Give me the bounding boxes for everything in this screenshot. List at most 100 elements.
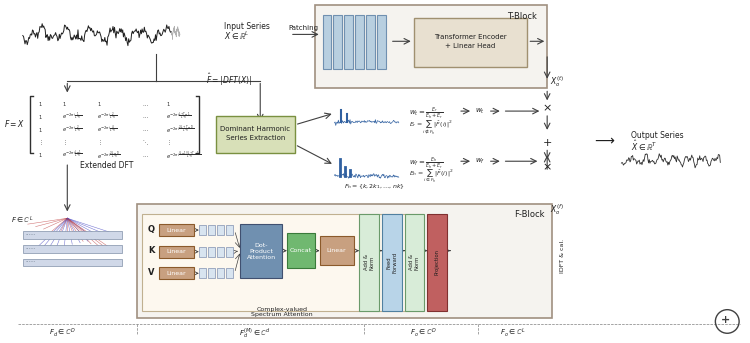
Bar: [382, 214, 402, 311]
Text: $1$: $1$: [38, 113, 43, 121]
Bar: [377, 15, 386, 69]
Text: $w_t = \frac{E_r}{E_h + E_r}$: $w_t = \frac{E_r}{E_h + E_r}$: [409, 105, 443, 121]
Text: $e^{-2\pi i\frac{2}{L+T}}$: $e^{-2\pi i\frac{2}{L+T}}$: [97, 111, 118, 123]
Text: $E_r = \sum_{i \notin F_h} |\hat{F}(i)|^2$: $E_r = \sum_{i \notin F_h} |\hat{F}(i)|^…: [409, 118, 452, 136]
Text: T-Block: T-Block: [508, 12, 537, 21]
Text: Linear: Linear: [166, 249, 186, 254]
Text: ......: ......: [26, 231, 36, 236]
Bar: [159, 224, 194, 236]
Text: $F \in \mathbb{C}^L$: $F \in \mathbb{C}^L$: [11, 214, 34, 226]
Text: $\vdots$: $\vdots$: [62, 138, 68, 147]
Text: $X_o^{(t)}$: $X_o^{(t)}$: [550, 74, 564, 89]
Text: $1$: $1$: [38, 126, 43, 134]
Text: Transformer Encoder: Transformer Encoder: [433, 34, 506, 40]
Text: $w_f = \frac{E_h}{E_h + E_r}$: $w_f = \frac{E_h}{E_h + E_r}$: [409, 155, 443, 171]
Text: Dot-: Dot-: [254, 243, 268, 248]
Bar: [334, 15, 342, 69]
Text: ......: ......: [26, 245, 36, 250]
Text: $F_d \in \mathbb{C}^D$: $F_d \in \mathbb{C}^D$: [49, 327, 76, 339]
Text: Dominant Harmonic: Dominant Harmonic: [220, 126, 290, 132]
Text: $e^{-2\pi i\frac{4}{L+T}}$: $e^{-2\pi i\frac{4}{L+T}}$: [97, 124, 118, 136]
Text: $\hat{F} = |DFT(X)|$: $\hat{F} = |DFT(X)|$: [206, 72, 252, 88]
Text: $X \in \mathbb{R}^L$: $X \in \mathbb{R}^L$: [224, 29, 249, 42]
Text: Extended DFT: Extended DFT: [80, 161, 134, 170]
Bar: [226, 268, 232, 278]
Text: $\cdots$: $\cdots$: [142, 115, 148, 119]
Text: $\times$: $\times$: [542, 103, 552, 113]
Text: $1$: $1$: [38, 100, 43, 108]
Bar: [217, 225, 223, 235]
Bar: [359, 214, 379, 311]
Bar: [208, 268, 214, 278]
Bar: [217, 247, 223, 257]
Text: Output Series: Output Series: [632, 131, 684, 140]
Text: $F_o \in \mathbb{C}^D$: $F_o \in \mathbb{C}^D$: [410, 327, 437, 339]
Text: $e^{-2\pi i\frac{2(L+T-1)}{L+T}}$: $e^{-2\pi i\frac{2(L+T-1)}{L+T}}$: [166, 123, 195, 136]
Text: $\hat{X} \in \mathbb{R}^T$: $\hat{X} \in \mathbb{R}^T$: [632, 138, 658, 153]
Bar: [287, 233, 315, 268]
Text: $X_o^{(f)}$: $X_o^{(f)}$: [550, 202, 564, 217]
Bar: [208, 247, 214, 257]
Text: V: V: [148, 268, 154, 277]
Bar: [136, 204, 552, 318]
Text: $1$: $1$: [166, 100, 171, 108]
Bar: [344, 15, 353, 69]
Text: $\vdots$: $\vdots$: [166, 138, 171, 147]
Text: $e^{-2\pi i\frac{L-1}{L+T}}$: $e^{-2\pi i\frac{L-1}{L+T}}$: [62, 149, 82, 161]
Text: $F_d^{(M)} \in \mathbb{C}^d$: $F_d^{(M)} \in \mathbb{C}^d$: [239, 327, 272, 341]
Text: $\cdots$: $\cdots$: [142, 127, 148, 132]
Bar: [241, 224, 282, 278]
Text: $F_h = \{k, 2k_1, \ldots, nk\}$: $F_h = \{k, 2k_1, \ldots, nk\}$: [344, 182, 405, 191]
Bar: [217, 268, 223, 278]
Text: $1$: $1$: [38, 151, 43, 159]
Text: $e^{-2\pi i\frac{(L-1)(L+T-1)}{L+T}}$: $e^{-2\pi i\frac{(L-1)(L+T-1)}{L+T}}$: [166, 149, 202, 162]
Text: $\vdots$: $\vdots$: [97, 138, 102, 147]
Bar: [199, 247, 206, 257]
Text: $\times$: $\times$: [542, 162, 552, 172]
Text: Feed
Forward: Feed Forward: [386, 252, 398, 273]
Text: Patching: Patching: [289, 25, 319, 32]
Text: Product: Product: [249, 249, 273, 254]
Text: $e^{-2\pi i\frac{2(L-1)}{L+T}}$: $e^{-2\pi i\frac{2(L-1)}{L+T}}$: [97, 149, 121, 162]
Text: Linear: Linear: [166, 227, 186, 233]
Text: Concat: Concat: [290, 248, 312, 253]
Text: + Linear Head: + Linear Head: [445, 43, 495, 49]
Text: Linear: Linear: [326, 248, 346, 253]
Bar: [405, 214, 424, 311]
Bar: [22, 231, 122, 239]
Bar: [226, 225, 232, 235]
Bar: [315, 5, 548, 88]
Bar: [216, 116, 295, 153]
Bar: [142, 214, 424, 311]
Bar: [159, 246, 194, 258]
Text: F-Block: F-Block: [514, 210, 544, 220]
Bar: [159, 268, 194, 279]
Text: Input Series: Input Series: [224, 22, 269, 31]
Bar: [322, 15, 332, 69]
Text: IDFT & cal.: IDFT & cal.: [560, 238, 565, 273]
Bar: [208, 225, 214, 235]
Bar: [356, 15, 364, 69]
Text: $w_f$: $w_f$: [475, 157, 485, 166]
Text: Linear: Linear: [166, 271, 186, 276]
Text: Q: Q: [148, 225, 155, 234]
Text: $\ddots$: $\ddots$: [142, 138, 148, 147]
Text: $e^{-2\pi i\frac{2}{L+T}}$: $e^{-2\pi i\frac{2}{L+T}}$: [62, 124, 82, 136]
Bar: [226, 247, 232, 257]
Text: $+$: $+$: [542, 137, 552, 148]
Text: Attention: Attention: [247, 255, 276, 260]
Text: +: +: [721, 316, 730, 326]
Text: Complex-valued: Complex-valued: [256, 307, 307, 312]
Text: Projection: Projection: [435, 249, 439, 275]
Text: $F = X$: $F = X$: [4, 118, 25, 129]
Text: Series Extraction: Series Extraction: [226, 135, 285, 141]
Text: Spectrum Attention: Spectrum Attention: [251, 312, 313, 317]
Bar: [366, 15, 375, 69]
Text: $\longrightarrow$: $\longrightarrow$: [592, 133, 616, 147]
Bar: [320, 236, 354, 265]
Text: $1$: $1$: [97, 100, 102, 108]
Text: $F_o \in \mathbb{C}^L$: $F_o \in \mathbb{C}^L$: [500, 327, 526, 339]
Text: ......: ......: [26, 259, 36, 263]
Text: $\cdots$: $\cdots$: [142, 153, 148, 158]
Text: $\cdots$: $\cdots$: [142, 102, 148, 107]
